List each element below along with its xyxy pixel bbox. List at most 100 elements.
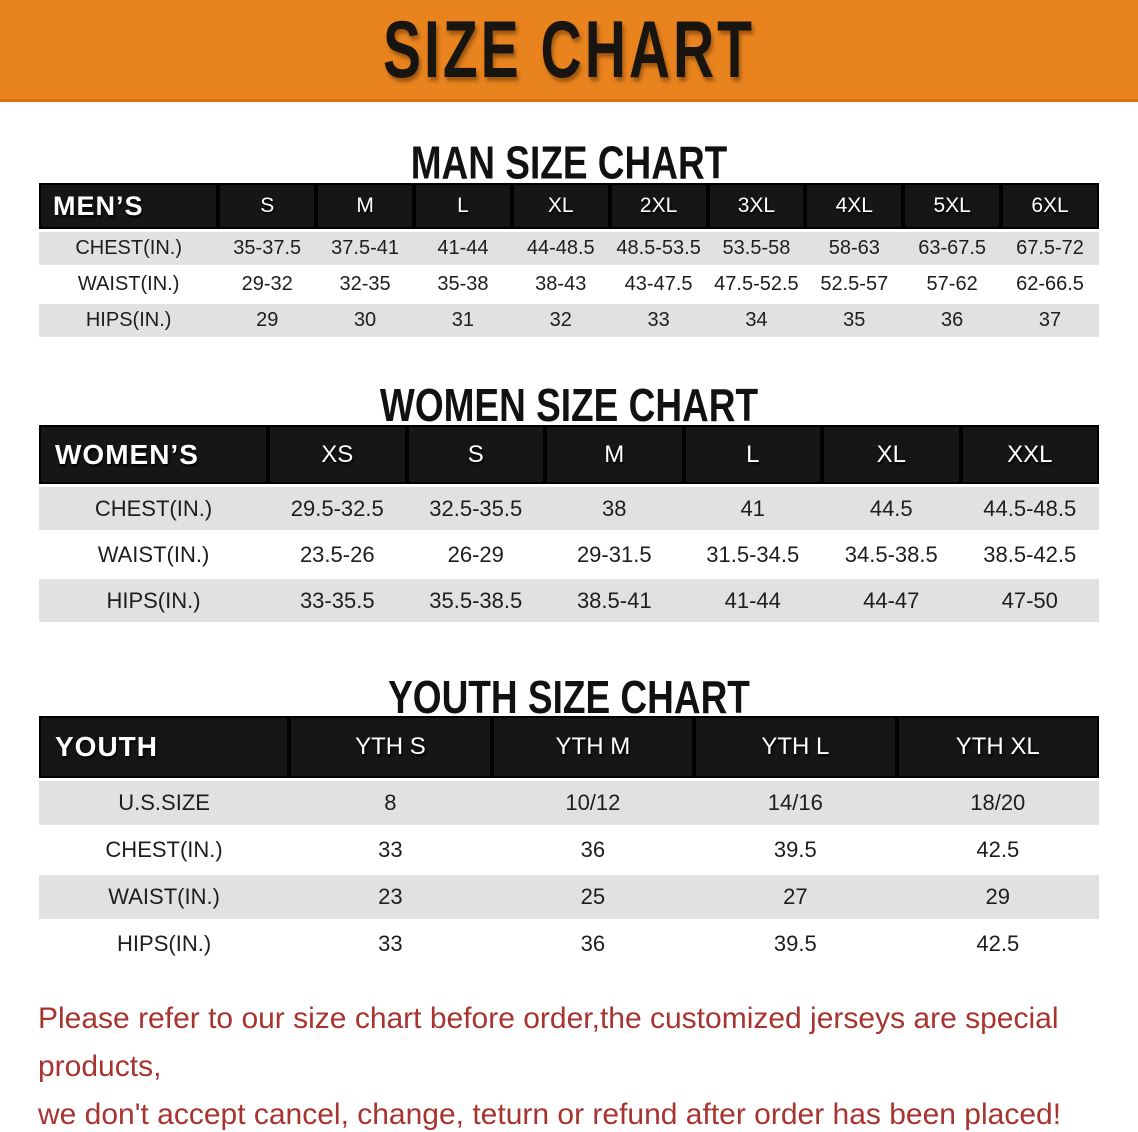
table-row: WAIST(IN.) 23 25 27 29 [39,875,1099,919]
size-value-cell: 38-43 [511,268,610,301]
size-value-cell: 47.5-52.5 [707,268,806,301]
size-value-cell: 42.5 [896,922,1099,966]
size-value-cell: 35.5-38.5 [406,579,545,622]
size-value-cell: 53.5-58 [707,232,806,265]
table-row: CHEST(IN.) 33 36 39.5 42.5 [39,828,1099,872]
size-header-cell: XXL [960,425,1099,484]
table-header-row: YOUTH YTH S YTH M YTH L YTH XL [39,716,1099,778]
size-value-cell: 35 [805,304,904,337]
size-value-cell: 42.5 [896,828,1099,872]
size-value-cell: 43-47.5 [609,268,708,301]
table-row: WAIST(IN.) 29-32 32-35 35-38 38-43 43-47.5 47.… [39,268,1099,301]
table-row: HIPS(IN.) 29 30 31 32 33 34 35 36 37 [39,304,1099,337]
size-header-cell: M [545,425,684,484]
page-title: SIZE CHART [383,4,755,95]
measurement-label: HIPS(IN.) [39,579,268,622]
size-value-cell: 29-32 [218,268,317,301]
size-header-cell: XL [822,425,961,484]
size-value-cell: 14/16 [694,781,897,825]
size-value-cell: 44.5-48.5 [960,487,1099,530]
table-header-row: WOMEN’S XS S M L XL XXL [39,425,1099,484]
size-value-cell: 18/20 [896,781,1099,825]
size-value-cell: 36 [491,828,695,872]
size-header-cell: 5XL [903,183,1002,229]
size-value-cell: 25 [491,875,695,919]
table-row: HIPS(IN.) 33-35.5 35.5-38.5 38.5-41 41-44 44-… [39,579,1099,622]
size-value-cell: 36 [491,922,695,966]
size-header-cell: YTH L [694,716,897,778]
size-header-cell: 6XL [1001,183,1099,229]
size-value-cell: 48.5-53.5 [609,232,708,265]
section-women: WOMEN SIZE CHART WOMEN’S XS S M L XL XXL CHEST(… [0,340,1138,625]
size-value-cell: 29 [218,304,317,337]
size-value-cell: 23 [289,875,492,919]
size-value-cell: 63-67.5 [903,232,1002,265]
size-value-cell: 62-66.5 [1001,268,1099,301]
size-header-cell: 4XL [805,183,904,229]
size-value-cell: 44-47 [822,579,961,622]
table-row: CHEST(IN.) 29.5-32.5 32.5-35.5 38 41 44.5 44.5… [39,487,1099,530]
size-value-cell: 34.5-38.5 [822,533,961,576]
size-value-cell: 58-63 [805,232,904,265]
size-header-cell: XS [268,425,407,484]
size-value-cell: 44-48.5 [511,232,610,265]
size-value-cell: 8 [289,781,492,825]
size-value-cell: 41 [683,487,822,530]
section-heading-youth: YOUTH SIZE CHART [388,671,750,723]
size-value-cell: 26-29 [406,533,545,576]
size-header-cell: YTH XL [896,716,1099,778]
notice-line-2: we don't accept cancel, change, teturn o… [38,1098,1062,1131]
size-value-cell: 44.5 [822,487,961,530]
measurement-label: WAIST(IN.) [39,875,290,919]
measurement-label: WAIST(IN.) [39,533,268,576]
table-title-cell: MEN’S [39,183,219,229]
size-value-cell: 35-38 [413,268,512,301]
size-header-cell: 3XL [707,183,806,229]
measurement-label: HIPS(IN.) [39,922,290,966]
size-header-cell: YTH M [491,716,695,778]
measurement-label: CHEST(IN.) [39,828,290,872]
size-value-cell: 41-44 [683,579,822,622]
size-value-cell: 32.5-35.5 [406,487,545,530]
size-value-cell: 34 [707,304,806,337]
measurement-label: CHEST(IN.) [39,232,219,265]
size-value-cell: 67.5-72 [1001,232,1099,265]
size-value-cell: 10/12 [491,781,695,825]
footer-notice: Please refer to our size chart before or… [38,995,1100,1132]
size-value-cell: 29.5-32.5 [268,487,407,530]
size-value-cell: 29 [896,875,1099,919]
size-header-cell: M [316,183,414,229]
size-header-cell: S [218,183,317,229]
table-title-cell: YOUTH [39,716,290,778]
table-row: U.S.SIZE 8 10/12 14/16 18/20 [39,781,1099,825]
table-title-cell: WOMEN’S [39,425,268,484]
size-value-cell: 33 [289,922,492,966]
size-value-cell: 39.5 [694,828,897,872]
men-size-table: MEN’S S M L XL 2XL 3XL 4XL 5XL 6XL CHEST(IN.) 35-37… [39,180,1099,340]
size-value-cell: 32-35 [316,268,414,301]
measurement-label: WAIST(IN.) [39,268,219,301]
size-value-cell: 32 [511,304,610,337]
banner: SIZE CHART [0,0,1138,102]
women-size-table: WOMEN’S XS S M L XL XXL CHEST(IN.) 29.5-32.5 32.5… [39,422,1099,625]
notice-line-1: Please refer to our size chart before or… [38,1002,1059,1083]
table-row: WAIST(IN.) 23.5-26 26-29 29-31.5 31.5-34.5 34… [39,533,1099,576]
size-header-cell: L [683,425,822,484]
size-value-cell: 38.5-42.5 [960,533,1099,576]
size-header-cell: L [413,183,512,229]
section-youth: YOUTH SIZE CHART YOUTH YTH S YTH M YTH L YTH… [0,625,1138,969]
size-value-cell: 33-35.5 [268,579,407,622]
size-value-cell: 38 [545,487,684,530]
size-value-cell: 33 [609,304,708,337]
size-value-cell: 37.5-41 [316,232,414,265]
size-header-cell: S [406,425,545,484]
size-value-cell: 52.5-57 [805,268,904,301]
size-value-cell: 31.5-34.5 [683,533,822,576]
size-value-cell: 23.5-26 [268,533,407,576]
section-men: MAN SIZE CHART MEN’S S M L XL 2XL 3XL 4XL 5XL 6XL… [0,102,1138,340]
youth-size-table: YOUTH YTH S YTH M YTH L YTH XL U.S.SIZE 8 10/12… [39,713,1099,969]
section-heading-men: MAN SIZE CHART [410,137,728,189]
size-value-cell: 31 [413,304,512,337]
measurement-label: HIPS(IN.) [39,304,219,337]
